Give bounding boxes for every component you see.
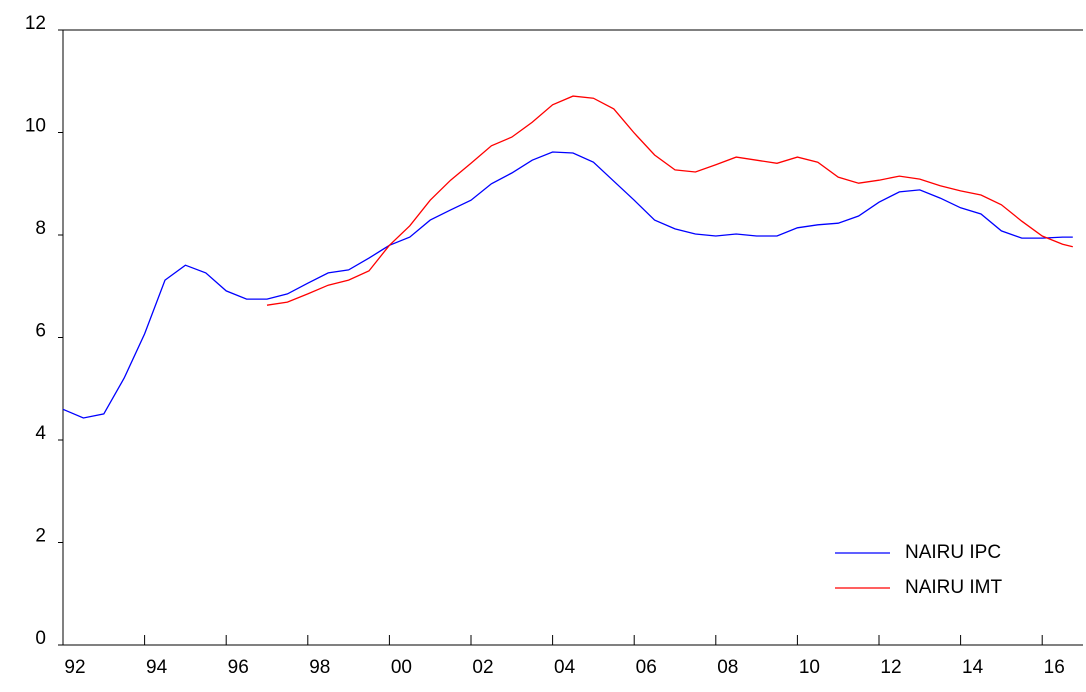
x-tick-label: 94 — [146, 657, 168, 678]
x-tick-label: 16 — [1044, 657, 1065, 678]
y-tick-label: 2 — [35, 526, 46, 547]
series-line — [266, 95, 1073, 306]
y-tick-label: 4 — [35, 423, 46, 444]
x-tick-label: 98 — [309, 657, 330, 678]
x-tick-label: 92 — [64, 657, 85, 678]
y-tick-label: 12 — [25, 13, 46, 34]
x-tick-label: 00 — [391, 657, 412, 678]
x-tick-label: 08 — [717, 657, 738, 678]
y-tick-label: 6 — [35, 321, 46, 342]
y-tick-label: 0 — [35, 628, 46, 649]
x-tick-label: 14 — [962, 657, 984, 678]
x-tick-label: 12 — [880, 657, 901, 678]
x-tick-label: 06 — [636, 657, 657, 678]
legend-label: NAIRU IPC — [905, 542, 1001, 563]
x-tick-label: 02 — [472, 657, 493, 678]
y-tick-label: 10 — [25, 116, 46, 137]
legend-label: NAIRU IMT — [905, 577, 1003, 598]
x-tick-label: 96 — [228, 657, 249, 678]
x-tick-label: 10 — [799, 657, 820, 678]
y-tick-label: 8 — [35, 218, 46, 239]
x-tick-label: 04 — [554, 657, 576, 678]
series-line — [62, 151, 1073, 419]
